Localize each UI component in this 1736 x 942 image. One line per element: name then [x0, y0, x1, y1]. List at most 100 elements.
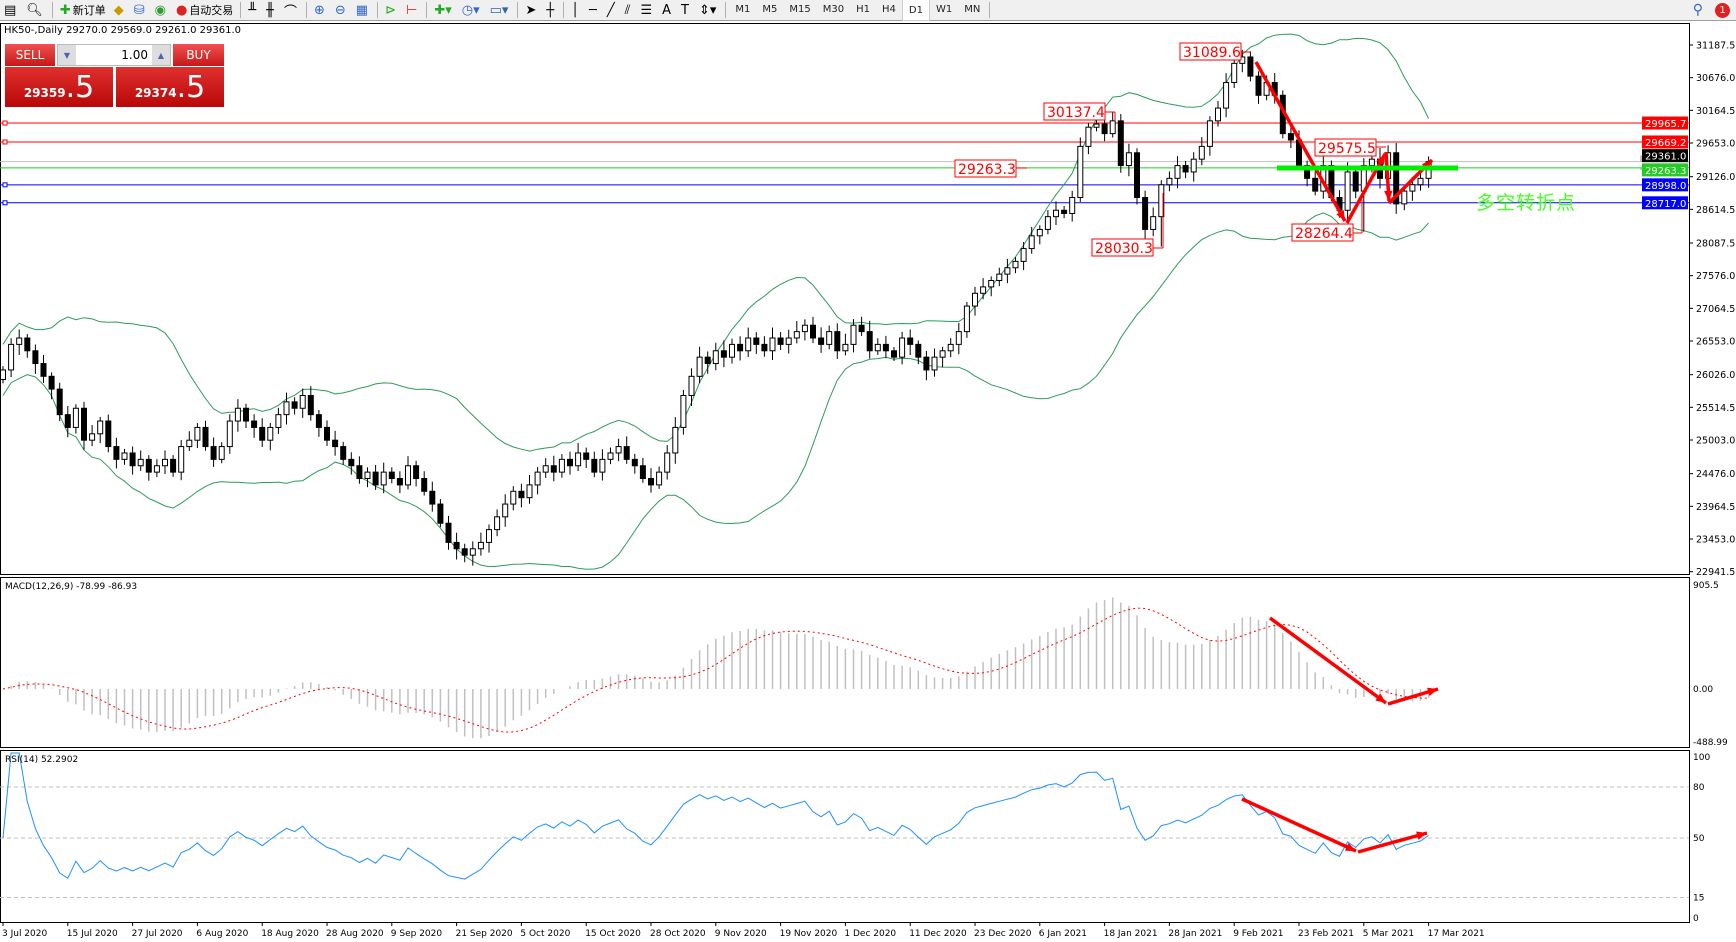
arrows-button[interactable]: ⇕▾ — [695, 0, 722, 20]
candle-bullish — [874, 343, 881, 352]
crosshair-button[interactable]: ┼ — [542, 0, 560, 20]
candle-bearish — [583, 452, 590, 460]
metaeditor-button[interactable]: ◆ — [110, 0, 130, 20]
price-tick-label: 22941.5 — [1696, 567, 1735, 578]
candle-bullish — [615, 446, 622, 454]
signals-button[interactable]: ◉ — [151, 0, 172, 20]
toolbar-divider — [725, 2, 727, 18]
zoom-in-button[interactable]: ⊕ — [310, 0, 331, 20]
new-order-button[interactable]: ✚ 新订单 — [56, 0, 110, 20]
candle-bullish — [963, 305, 970, 333]
templates-button[interactable]: ▭▾ — [486, 0, 515, 20]
periods-button[interactable]: ◷▾ — [458, 0, 486, 20]
candle-bullish — [729, 343, 735, 358]
price-tick-label: 24476.0 — [1696, 469, 1735, 480]
candle-bullish — [502, 503, 509, 518]
date-tick-label: 17 Mar 2021 — [1428, 929, 1485, 939]
candle-bullish — [486, 529, 492, 543]
timeframe-m30[interactable]: M30 — [822, 3, 845, 15]
trendline-button[interactable]: ╱ — [603, 0, 621, 20]
price-level-box — [1642, 163, 1688, 177]
search-icon[interactable]: ⚲ — [1692, 2, 1703, 18]
candle-bearish — [421, 478, 428, 492]
candle-bullish — [850, 324, 857, 345]
candle-bullish — [1166, 177, 1173, 186]
auto-trading-button[interactable]: ● 自动交易 — [172, 0, 237, 20]
auto-scroll-button[interactable]: ⊳ — [381, 0, 402, 20]
candle-bearish — [445, 522, 452, 543]
candle-bearish — [396, 478, 403, 486]
cursor-button[interactable]: ➤ — [521, 0, 542, 20]
horizontal-line-button[interactable]: ─ — [585, 0, 603, 20]
candle-bullish — [1093, 123, 1100, 128]
zoom-out-button[interactable]: ⊖ — [331, 0, 352, 20]
indicators-button[interactable]: ✚▾ — [430, 0, 457, 20]
sell-price-button[interactable]: 29359 .5 — [5, 67, 113, 107]
candle-bearish — [105, 420, 112, 448]
volume-input[interactable]: 1.00 — [121, 48, 148, 62]
text-label-button[interactable]: T — [677, 0, 695, 20]
timeframe-w1[interactable]: W1 — [935, 3, 953, 15]
timeframe-h1[interactable]: H1 — [856, 3, 871, 15]
channel-button[interactable]: ⫽ — [621, 0, 637, 20]
volume-down-icon[interactable]: ▼ — [58, 45, 76, 65]
candle-bullish — [1004, 267, 1011, 275]
bar-chart-button[interactable]: ╨ — [244, 0, 262, 20]
candle-bullish — [16, 337, 23, 345]
timeframe-mn[interactable]: MN — [964, 3, 981, 15]
candle-bullish — [364, 471, 371, 480]
notification-badge[interactable]: 1 — [1715, 2, 1730, 18]
candle-bearish — [24, 337, 31, 352]
tile-windows-button[interactable]: ▦ — [352, 0, 374, 20]
sell-button[interactable]: SELL — [5, 44, 55, 66]
candle-bullish — [558, 458, 565, 473]
buy-button[interactable]: BUY — [173, 44, 224, 66]
strategy-tester-button[interactable]: ⛁ — [130, 0, 151, 20]
timeframe-m15[interactable]: M15 — [789, 3, 811, 15]
candle-bearish — [518, 490, 525, 499]
candle-bullish — [1223, 82, 1230, 109]
timeframe-m5[interactable]: M5 — [762, 3, 778, 15]
candle-bearish — [259, 426, 266, 441]
volume-stepper[interactable]: ▼ 1.00 ▲ — [57, 44, 171, 66]
candle-bullish — [988, 280, 995, 288]
candlestick-button[interactable]: ╫ — [262, 0, 280, 20]
chart-shift-button[interactable]: ⊢ — [402, 0, 423, 20]
volume-up-icon[interactable]: ▲ — [152, 45, 170, 65]
chart-list-button[interactable]: ▤ — [0, 0, 22, 20]
candle-bearish — [1287, 133, 1294, 141]
candle-bearish — [210, 446, 217, 460]
rsi-tick-label: 80 — [1693, 783, 1705, 793]
candle-bearish — [737, 343, 744, 352]
chart-area[interactable]: 31089.6 30137.4 29263.3 28030.3 29575.5 28264… — [0, 21, 1736, 942]
timeframe-d1[interactable]: D1 — [901, 0, 930, 21]
candle-bullish — [947, 343, 954, 352]
date-tick-label: 23 Feb 2021 — [1298, 929, 1354, 939]
candle-bullish — [218, 446, 225, 460]
zoom-window-button[interactable]: 🔍︎ — [22, 0, 49, 20]
new-order-label: 新订单 — [72, 4, 106, 17]
candle-bearish — [251, 420, 258, 428]
zoom-in-icon: ⊕ — [313, 2, 325, 18]
price-level-label: 28717.0 — [1645, 199, 1686, 210]
text-button[interactable]: A — [658, 0, 677, 20]
rsi-arrow — [1241, 797, 1357, 853]
candle-bullish — [405, 465, 411, 486]
rsi-line — [2, 752, 1429, 880]
candle-bearish — [315, 414, 322, 428]
price-tick-label: 26553.0 — [1696, 337, 1735, 348]
price-tick-label: 29653.0 — [1696, 139, 1735, 150]
candle-bullish — [89, 433, 96, 441]
vertical-line-button[interactable]: │ — [567, 0, 585, 20]
candle-bullish — [696, 356, 703, 377]
timeframe-h4[interactable]: H4 — [882, 3, 896, 15]
line-chart-button[interactable]: ⌒ — [280, 0, 303, 20]
candle-bullish — [939, 350, 946, 358]
candle-bullish — [1012, 260, 1019, 269]
auto-trading-label: 自动交易 — [189, 4, 234, 17]
candle-bullish — [1158, 184, 1165, 218]
toolbar-divider — [377, 2, 379, 18]
buy-price-button[interactable]: 29374 .5 — [116, 67, 224, 107]
fibonacci-button[interactable]: ☰ — [636, 0, 658, 20]
timeframe-m1[interactable]: M1 — [735, 3, 751, 15]
